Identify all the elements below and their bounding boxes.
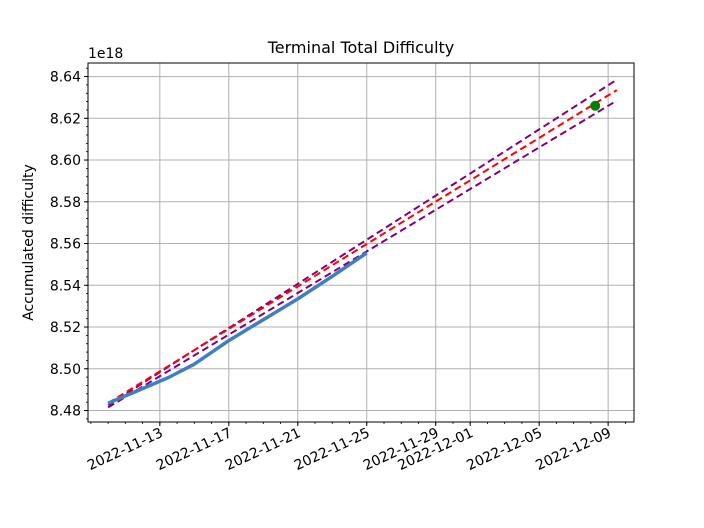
y-tick-label: 8.54 (50, 278, 81, 294)
chart-title: Terminal Total Difficulty (267, 38, 455, 57)
series-actual (107, 251, 368, 405)
y-tick-label: 8.62 (50, 111, 81, 127)
y-tick-label: 8.56 (50, 237, 81, 253)
grid (88, 63, 634, 422)
y-axis-label: Accumulated difficulty (21, 164, 37, 321)
y-tick-label: 8.64 (50, 70, 81, 86)
target-marker (590, 100, 601, 111)
y-axis-offset-label: 1e18 (88, 46, 123, 62)
plot-series (107, 78, 618, 409)
plot-frame (87, 62, 635, 423)
series-projection (107, 89, 618, 405)
y-tick-label: 8.48 (50, 404, 81, 420)
y-tick-label: 8.58 (50, 195, 81, 211)
y-tick-label: 8.60 (50, 153, 81, 169)
y-tick-label: 8.50 (50, 362, 81, 378)
y-tick-label: 8.52 (50, 320, 81, 336)
